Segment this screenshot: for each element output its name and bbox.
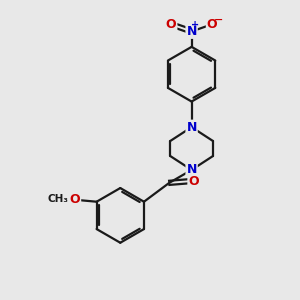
Text: N: N <box>186 25 197 38</box>
Text: O: O <box>207 18 218 31</box>
Text: +: + <box>191 20 200 30</box>
Text: N: N <box>186 164 197 176</box>
Text: O: O <box>166 18 176 31</box>
Text: O: O <box>188 175 199 188</box>
Text: CH₃: CH₃ <box>47 194 68 204</box>
Text: O: O <box>70 193 80 206</box>
Text: −: − <box>214 14 223 25</box>
Text: N: N <box>186 121 197 134</box>
